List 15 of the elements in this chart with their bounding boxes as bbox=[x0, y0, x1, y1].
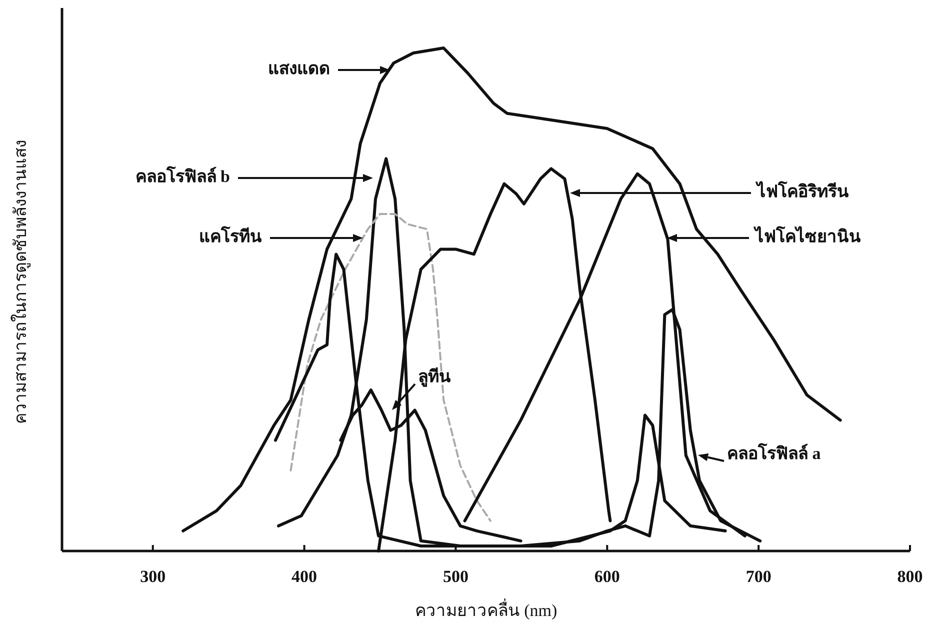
x-tick-label: 400 bbox=[292, 566, 318, 586]
x-tick-label: 300 bbox=[140, 566, 166, 586]
text: คลอโรฟิลล์ b bbox=[135, 166, 230, 186]
legend-label: คลอโรฟิลล์ a bbox=[727, 442, 822, 463]
x-axis-title: ความยาวคลื่น (nm) bbox=[414, 598, 558, 620]
x-tick-label: 500 bbox=[442, 566, 468, 586]
x-tick-label: 600 bbox=[594, 566, 620, 586]
x-tick-label: 700 bbox=[746, 566, 772, 586]
text: ไฟโคอิริทรีน bbox=[755, 180, 849, 201]
text: แคโรทีน bbox=[199, 226, 262, 246]
x-tick-label: 800 bbox=[897, 566, 923, 586]
legend-label: ไฟโคไซยานิน bbox=[753, 226, 861, 246]
series-label: ลูทีน bbox=[418, 366, 451, 388]
y-axis-title: ความสามารถในการดูดซับพลังงานแสง bbox=[10, 140, 31, 424]
text: แสงแดด bbox=[268, 58, 330, 78]
